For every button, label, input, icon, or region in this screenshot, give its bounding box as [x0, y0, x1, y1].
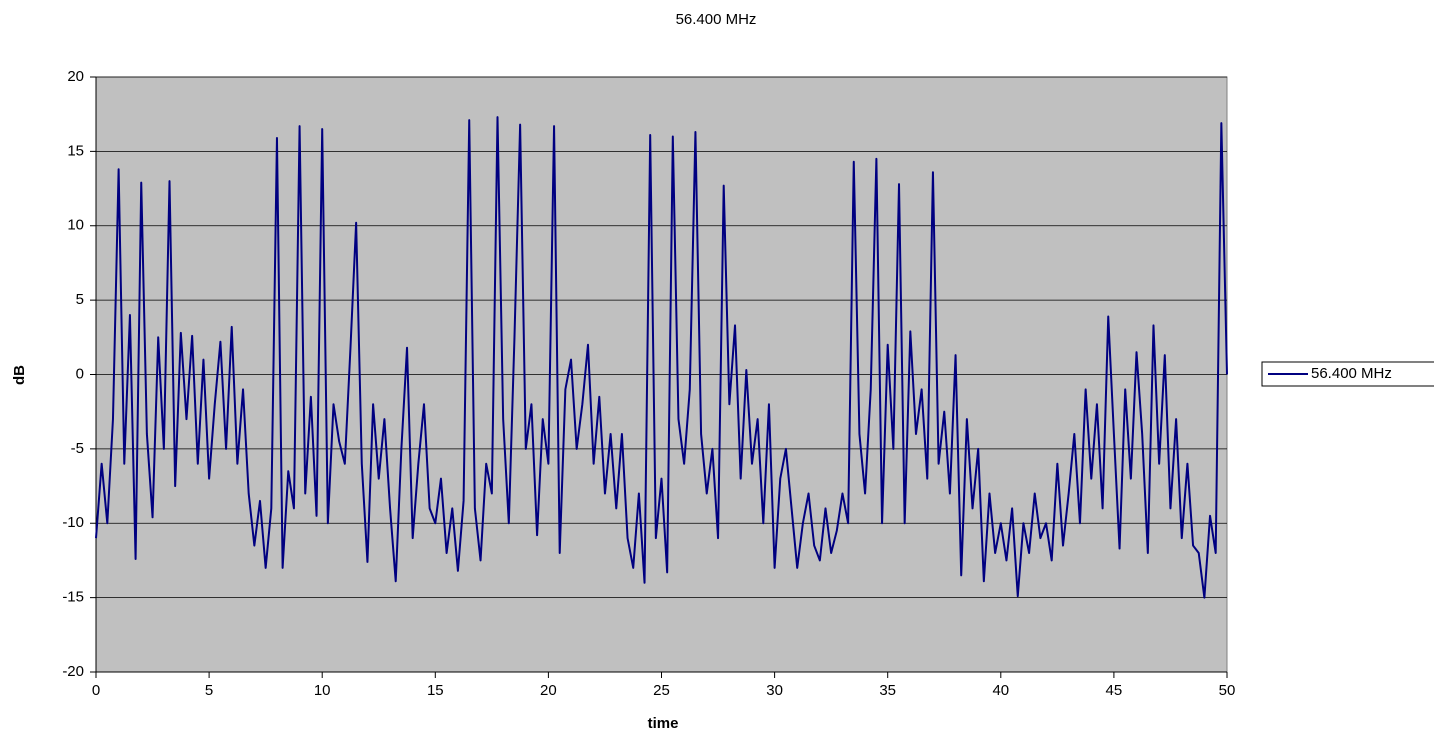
x-tick-label: 25	[653, 682, 670, 699]
y-tick-label: -20	[62, 663, 84, 680]
x-tick-label: 15	[427, 682, 444, 699]
y-tick-label: 5	[76, 291, 84, 308]
data-line	[95, 116, 1228, 599]
x-tick-label: 30	[766, 682, 783, 699]
y-tick-label: 0	[76, 365, 84, 382]
x-tick-label: 5	[205, 682, 213, 699]
y-tick-label: -5	[71, 440, 84, 457]
chart-title: 56.400 MHz	[676, 11, 757, 28]
y-tick-label: 10	[67, 217, 84, 234]
x-axis-label: time	[648, 715, 679, 732]
legend-label: 56.400 MHz	[1311, 365, 1392, 382]
x-tick-label: 20	[540, 682, 557, 699]
x-tick-label: 10	[314, 682, 331, 699]
x-tick-label: 50	[1219, 682, 1236, 699]
x-tick-label: 45	[1106, 682, 1123, 699]
y-axis-label: dB	[11, 365, 28, 385]
y-tick-label: -10	[62, 514, 84, 531]
y-tick-label: 15	[67, 142, 84, 159]
x-tick-label: 0	[92, 682, 100, 699]
y-tick-label: -15	[62, 589, 84, 606]
x-tick-label: 35	[879, 682, 896, 699]
x-tick-label: 40	[992, 682, 1009, 699]
y-tick-label: 20	[67, 68, 84, 85]
